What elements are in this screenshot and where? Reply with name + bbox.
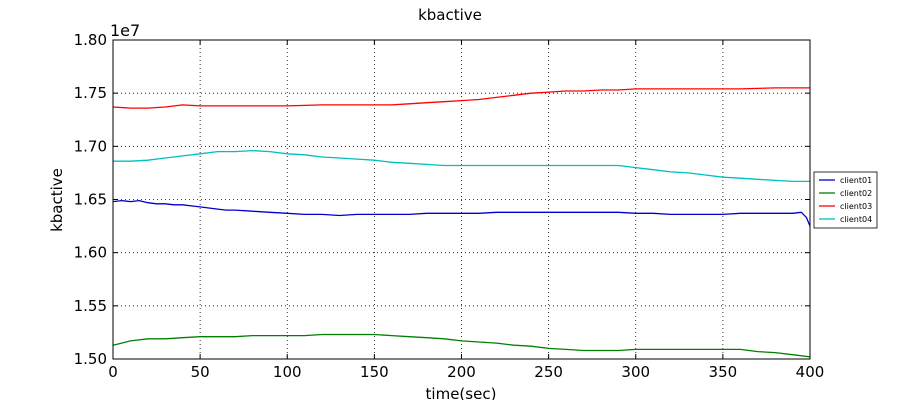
x-tick-label: 400 xyxy=(796,363,825,381)
series-lines xyxy=(112,87,811,358)
legend-label-client04: client04 xyxy=(840,215,872,224)
x-tick-label: 350 xyxy=(709,363,738,381)
legend-label-client01: client01 xyxy=(840,176,872,185)
y-tick-label: 1.55 xyxy=(74,297,107,315)
x-tick-label: 50 xyxy=(191,363,210,381)
series-line-client04 xyxy=(113,149,810,183)
y-tick-label: 1.50 xyxy=(74,350,107,368)
series-line-client01 xyxy=(112,199,811,227)
series-line-client02 xyxy=(112,333,811,358)
x-tick-label: 0 xyxy=(108,363,118,381)
grid xyxy=(113,40,810,359)
x-tick-label: 100 xyxy=(273,363,302,381)
legend: client01 client02 client03 client04 xyxy=(813,171,878,229)
y-tick-label: 1.75 xyxy=(74,84,107,102)
y-multiplier-label: 1e7 xyxy=(110,21,140,40)
axis-ticks: 0 50 100 150 200 250 300 350 400 1.50 1.55 1.60 1.65… xyxy=(74,31,825,381)
y-tick-label: 1.65 xyxy=(74,191,107,209)
x-tick-label: 200 xyxy=(447,363,476,381)
x-axis-label: time(sec) xyxy=(426,385,497,400)
y-tick-label: 1.80 xyxy=(74,31,107,49)
series-line-client03 xyxy=(112,87,810,109)
chart-title: kbactive xyxy=(418,6,482,24)
y-axis-label: kbactive xyxy=(48,168,66,232)
y-tick-label: 1.60 xyxy=(74,244,107,262)
x-tick-label: 300 xyxy=(621,363,650,381)
y-tick-label: 1.70 xyxy=(74,137,107,155)
x-tick-label: 150 xyxy=(360,363,389,381)
legend-label-client03: client03 xyxy=(840,202,872,211)
legend-label-client02: client02 xyxy=(840,189,872,198)
x-tick-label: 250 xyxy=(534,363,563,381)
